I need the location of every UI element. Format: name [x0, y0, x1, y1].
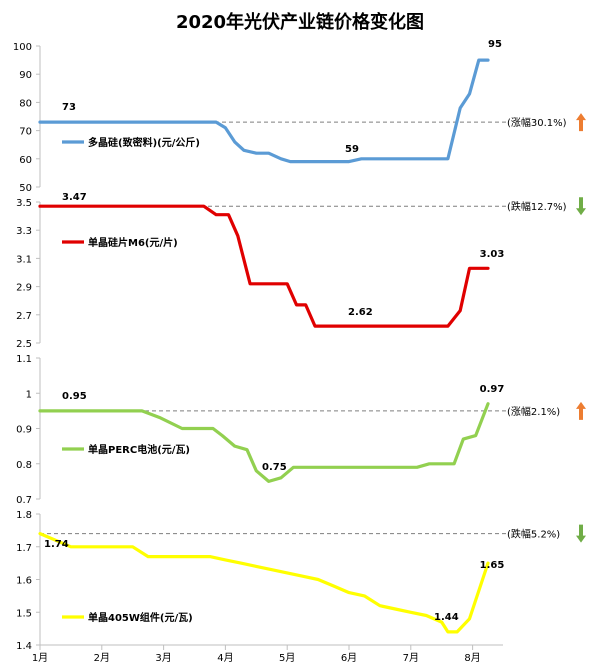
y-tick-label: 2.7 — [16, 311, 32, 322]
y-tick-label: 0.9 — [16, 425, 32, 436]
y-tick-label: 1.6 — [16, 576, 32, 587]
y-tick-label: 1.7 — [16, 543, 32, 554]
legend-label: 单晶硅片M6(元/片) — [88, 236, 178, 249]
legend-label: 单晶405W组件(元/瓦) — [88, 611, 193, 624]
y-tick-label: 0.8 — [16, 460, 32, 471]
y-tick-label: 2.9 — [16, 283, 32, 294]
up-arrow-icon — [576, 401, 586, 420]
down-arrow-shape — [576, 524, 586, 543]
y-tick-label: 80 — [19, 98, 32, 109]
y-tick-label: 0.7 — [16, 495, 32, 506]
data-label-end: 1.65 — [480, 560, 505, 571]
legend-label: 单晶PERC电池(元/瓦) — [88, 443, 190, 456]
data-label-min: 0.75 — [262, 462, 287, 473]
y-tick-label: 1.4 — [16, 641, 32, 652]
data-label-start: 73 — [62, 102, 76, 113]
y-tick-label: 1 — [26, 389, 32, 400]
y-tick-label: 3.1 — [16, 254, 32, 265]
y-tick-label: 60 — [19, 155, 32, 166]
y-tick-label: 3.3 — [16, 226, 32, 237]
legend-label: 多晶硅(致密料)(元/公斤) — [88, 136, 200, 149]
y-tick-label: 50 — [19, 183, 32, 194]
x-tick-label: 4月 — [217, 652, 233, 663]
up-arrow-icon — [576, 113, 586, 132]
data-label-end: 0.97 — [480, 384, 505, 395]
x-tick-label: 1月 — [32, 652, 48, 663]
data-label-end: 95 — [488, 39, 502, 50]
change-annotation: (涨幅2.1%) — [507, 405, 560, 418]
x-tick-label: 3月 — [155, 652, 171, 663]
data-label-min: 1.44 — [434, 612, 459, 623]
up-arrow-shape — [576, 401, 586, 420]
data-label-start: 3.47 — [62, 192, 87, 203]
y-tick-label: 2.5 — [16, 339, 32, 350]
data-label-start: 0.95 — [62, 391, 87, 402]
y-tick-label: 90 — [19, 70, 32, 81]
data-label-start: 1.74 — [44, 539, 69, 550]
chart-title: 2020年光伏产业链价格变化图 — [175, 12, 425, 33]
y-tick-label: 70 — [19, 127, 32, 138]
down-arrow-icon — [576, 524, 586, 543]
series-line-1 — [38, 204, 490, 328]
x-tick-label: 7月 — [403, 652, 419, 663]
data-label-end: 3.03 — [480, 249, 505, 260]
x-tick-label: 2月 — [94, 652, 110, 663]
series-line-0 — [38, 58, 490, 164]
y-tick-label: 1.1 — [16, 354, 32, 365]
up-arrow-shape — [576, 113, 586, 132]
y-tick-label: 1.8 — [16, 510, 32, 521]
data-label-min: 59 — [345, 144, 359, 155]
x-tick-label: 5月 — [279, 652, 295, 663]
down-arrow-shape — [576, 197, 586, 216]
x-tick-label: 6月 — [341, 652, 357, 663]
down-arrow-icon — [576, 197, 586, 216]
change-annotation: (跌幅12.7%) — [507, 200, 567, 213]
y-tick-label: 1.5 — [16, 608, 32, 619]
data-label-min: 2.62 — [348, 307, 373, 318]
change-annotation: (跌幅5.2%) — [507, 528, 560, 541]
series-line-3 — [38, 531, 490, 634]
y-tick-label: 100 — [13, 42, 32, 53]
y-tick-label: 3.5 — [16, 198, 32, 209]
series-line-2 — [38, 402, 490, 483]
x-tick-label: 8月 — [464, 652, 480, 663]
change-annotation: (涨幅30.1%) — [507, 116, 567, 129]
